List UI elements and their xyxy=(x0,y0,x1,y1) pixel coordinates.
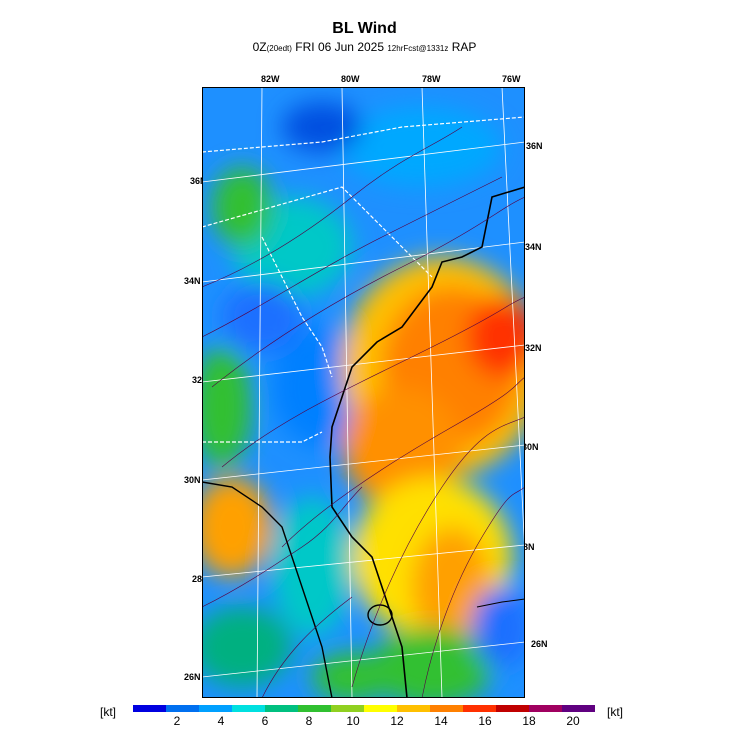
coastline xyxy=(329,186,525,698)
lon-label-82w: 82W xyxy=(261,74,280,84)
lat-label-28n-right: 28N xyxy=(518,542,535,552)
lat-label-32n-right: 32N xyxy=(525,343,542,353)
colorbar-swatch xyxy=(562,705,595,712)
lon-label-80w: 80W xyxy=(341,74,360,84)
colorbar-swatch xyxy=(364,705,397,712)
map-frame xyxy=(202,87,525,698)
colorbar-swatch xyxy=(430,705,463,712)
colorbar-tick-label: 2 xyxy=(173,714,181,728)
colorbar-swatch xyxy=(463,705,496,712)
colorbar-tick-label: 12 xyxy=(390,714,404,728)
lat-label-26n-left: 26N xyxy=(184,672,201,682)
colorbar-tick-label: 6 xyxy=(261,714,269,728)
subtitle-hour: 0Z xyxy=(252,40,267,54)
wind-map xyxy=(202,87,525,698)
subtitle-date: FRI 06 Jun 2025 xyxy=(291,40,388,54)
colorbar-unit-left: [kt] xyxy=(100,705,117,719)
lon-label-76w: 76W xyxy=(502,74,521,84)
colorbar-tick-label: 18 xyxy=(522,714,536,728)
state-borders xyxy=(202,116,525,443)
lat-label-30n-right: 30N xyxy=(522,442,539,452)
colorbar-swatch xyxy=(331,705,364,712)
lat-label-28n-left: 28N xyxy=(192,574,209,584)
lat-label-36n-right: 36N xyxy=(526,141,543,151)
colorbar xyxy=(133,705,595,712)
subtitle-model: RAP xyxy=(448,40,477,54)
colorbar-tick-label: 8 xyxy=(305,714,313,728)
lat-lon-grid xyxy=(202,87,525,698)
colorbar-unit-right: [kt] xyxy=(607,705,624,719)
lat-label-26n-right: 26N xyxy=(531,639,548,649)
colorbar-swatch xyxy=(232,705,265,712)
colorbar-swatch xyxy=(166,705,199,712)
lat-label-32n-left: 32N xyxy=(192,375,209,385)
lat-label-30n-left: 30N xyxy=(184,475,201,485)
lat-label-34n-left: 34N xyxy=(184,276,201,286)
subtitle-forecast: 12hrFcst@1331z xyxy=(387,44,449,53)
lat-label-36n-left: 36N xyxy=(190,176,207,186)
colorbar-swatch xyxy=(496,705,529,712)
streamlines xyxy=(202,126,525,698)
colorbar-tick-label: 16 xyxy=(478,714,492,728)
colorbar-tick-label: 20 xyxy=(566,714,580,728)
colorbar-swatch xyxy=(529,705,562,712)
island-features xyxy=(476,598,525,608)
lon-label-78w: 78W xyxy=(422,74,441,84)
map-title: BL Wind xyxy=(332,20,397,37)
colorbar-tick-label: 10 xyxy=(346,714,360,728)
subtitle-local-time: (20edt) xyxy=(266,44,292,53)
wind-speed-field xyxy=(202,102,525,698)
colorbar-tick-label: 4 xyxy=(217,714,225,728)
colorbar-swatch xyxy=(133,705,166,712)
colorbar-tick-label: 14 xyxy=(434,714,448,728)
colorbar-swatch xyxy=(397,705,430,712)
colorbar-swatch xyxy=(265,705,298,712)
colorbar-swatch xyxy=(199,705,232,712)
map-subtitle: 0Z(20edt) FRI 06 Jun 2025 12hrFcst@1331z… xyxy=(0,40,729,54)
lat-label-34n-right: 34N xyxy=(525,242,542,252)
colorbar-swatch xyxy=(298,705,331,712)
